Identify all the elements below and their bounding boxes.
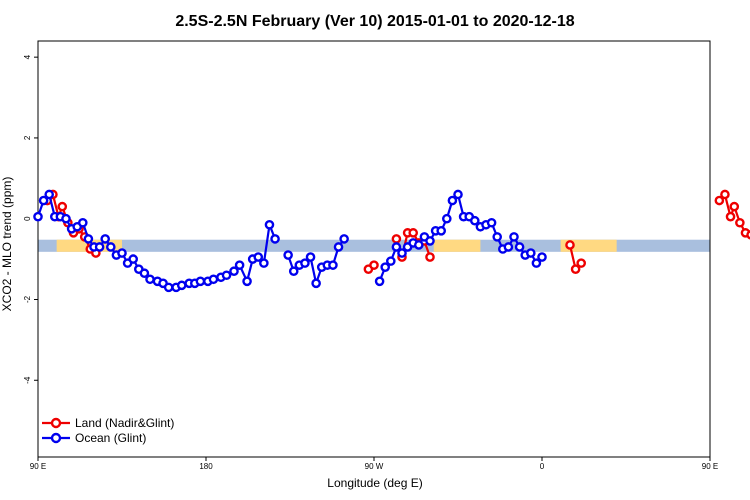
data-point xyxy=(714,195,725,206)
data-point xyxy=(537,252,547,262)
x-tick-label: 90 E xyxy=(30,462,46,471)
data-point xyxy=(195,276,206,287)
data-point xyxy=(380,262,391,272)
data-point xyxy=(61,213,71,224)
data-point xyxy=(221,270,232,281)
legend-label: Ocean (Glint) xyxy=(75,431,146,445)
data-point xyxy=(106,242,116,252)
data-point xyxy=(33,211,43,222)
legend-marker xyxy=(50,432,62,444)
data-point xyxy=(163,282,174,293)
data-point xyxy=(570,264,581,274)
data-point xyxy=(441,213,452,224)
series-ocean-glint xyxy=(33,189,547,293)
data-point xyxy=(339,234,349,244)
data-point xyxy=(208,274,219,285)
data-point xyxy=(78,217,88,228)
data-point xyxy=(305,252,316,262)
data-point xyxy=(38,195,49,206)
data-point xyxy=(139,268,150,279)
data-point xyxy=(270,234,280,244)
data-point xyxy=(526,248,536,258)
data-point xyxy=(333,242,344,252)
ocean-band xyxy=(38,239,710,252)
data-point xyxy=(57,201,68,212)
x-tick-label: 90 E xyxy=(702,462,718,471)
data-point xyxy=(413,240,424,250)
data-point xyxy=(44,189,55,200)
data-point xyxy=(492,232,503,242)
data-point xyxy=(100,234,110,244)
data-point xyxy=(253,252,264,262)
x-tick-label: 180 xyxy=(199,462,213,471)
data-point xyxy=(565,240,575,250)
data-point xyxy=(328,260,338,270)
data-point xyxy=(83,234,94,244)
data-point xyxy=(117,248,127,258)
data-point xyxy=(720,189,730,200)
data-point xyxy=(288,266,299,277)
x-tick-label: 0 xyxy=(540,462,545,471)
data-point xyxy=(242,276,252,287)
series xyxy=(33,189,750,293)
data-point xyxy=(311,278,321,289)
data-point xyxy=(514,242,525,252)
y-tick-label: 0 xyxy=(23,216,32,221)
y-tick-label: 2 xyxy=(23,135,32,140)
chart-title: 2.5S-2.5N February (Ver 10) 2015-01-01 t… xyxy=(175,13,574,30)
y-tick-label: 4 xyxy=(23,54,32,59)
data-point xyxy=(486,217,497,228)
land-band-segment xyxy=(433,239,481,252)
data-point xyxy=(735,217,745,228)
legend: Land (Nadir&Glint)Ocean (Glint) xyxy=(42,416,174,445)
x-tick-label: 90 W xyxy=(365,462,384,471)
axes: 90 E 180 90 W 0 90 E 4 2 0 -2 -4 xyxy=(23,40,718,471)
data-point xyxy=(229,266,239,277)
data-point xyxy=(176,280,187,291)
legend-marker xyxy=(50,417,62,429)
data-point xyxy=(234,260,245,270)
data-point xyxy=(425,252,435,262)
data-point xyxy=(94,242,105,252)
data-point xyxy=(300,258,310,268)
land-band-segment xyxy=(560,239,617,252)
data-point xyxy=(425,236,435,246)
data-point xyxy=(729,201,740,212)
y-axis-label: XCO2 - MLO trend (ppm) xyxy=(0,177,14,312)
data-point xyxy=(408,228,419,238)
series-land-nadir-glint xyxy=(42,189,750,274)
data-point xyxy=(746,230,750,240)
data-point xyxy=(469,215,480,226)
data-point xyxy=(374,276,385,287)
data-point xyxy=(453,189,463,200)
data-point xyxy=(259,258,269,268)
data-point xyxy=(509,232,519,242)
data-point xyxy=(128,254,138,264)
data-point xyxy=(369,260,379,270)
data-point xyxy=(397,248,407,258)
x-axis-label: Longitude (deg E) xyxy=(327,476,422,490)
data-point xyxy=(391,234,402,244)
y-tick-label: -4 xyxy=(23,376,32,384)
band xyxy=(38,239,710,252)
data-point xyxy=(391,242,402,252)
data-point xyxy=(531,258,542,268)
data-point xyxy=(145,274,155,285)
data-point xyxy=(576,258,587,268)
data-point xyxy=(725,211,736,222)
data-point xyxy=(385,256,396,266)
data-point xyxy=(264,219,275,230)
data-point xyxy=(436,226,447,236)
data-point xyxy=(447,195,458,206)
data-point xyxy=(503,242,514,252)
data-point xyxy=(283,250,293,260)
y-tick-label: -2 xyxy=(23,295,32,303)
legend-label: Land (Nadir&Glint) xyxy=(75,416,174,430)
